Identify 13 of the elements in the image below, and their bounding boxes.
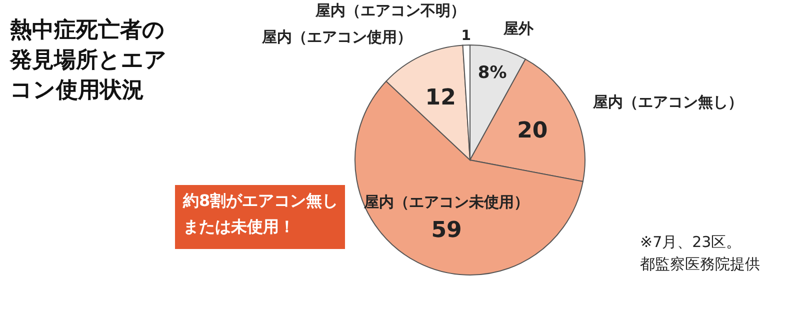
data-label: 1 (461, 28, 471, 44)
slice-label: 屋内（エアコン使用） (261, 28, 412, 46)
text: 熱中症死亡者の発見場所とエアコン使用状況 (9, 17, 167, 103)
slice-label: 屋内（エアコン不明） (314, 2, 466, 20)
data-label: 12 (425, 86, 456, 111)
slice-label: 屋内（エアコン無し） (592, 93, 743, 112)
slice-label: 屋内（エアコン未使用） (363, 193, 530, 212)
data-label: 59 (431, 218, 462, 244)
text: 約8割がエアコン無しまたは未使用！ (182, 191, 338, 236)
data-label: 20 (517, 118, 548, 144)
slice-label: 屋外 (502, 20, 535, 38)
text: ※7月、23区。都監察医務院提供 (640, 233, 760, 273)
data-label: 8% (478, 63, 507, 84)
